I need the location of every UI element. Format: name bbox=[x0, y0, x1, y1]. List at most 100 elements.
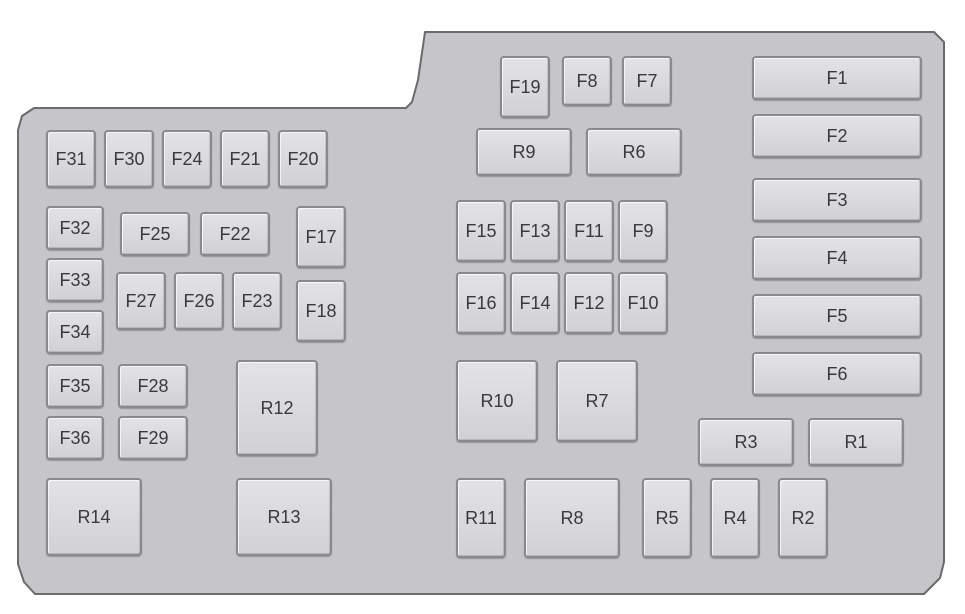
slot-label: F2 bbox=[826, 126, 847, 147]
slot-label: F29 bbox=[137, 428, 168, 449]
slot-label: R6 bbox=[622, 142, 645, 163]
fuse-box-stage: F1 F2 F3 F4 F5 F6 F19 F8 F7 R9 R6 F15 F13 F11 F9 F16 F14… bbox=[0, 0, 965, 614]
slot-label: R5 bbox=[655, 508, 678, 529]
slot-label: R2 bbox=[791, 508, 814, 529]
slot-f36: F36 bbox=[46, 416, 104, 460]
slot-r12: R12 bbox=[236, 360, 318, 456]
slot-r7: R7 bbox=[556, 360, 638, 442]
slot-r10: R10 bbox=[456, 360, 538, 442]
slot-label: F25 bbox=[139, 224, 170, 245]
slot-r13: R13 bbox=[236, 478, 332, 556]
slot-label: F31 bbox=[55, 149, 86, 170]
slot-r1: R1 bbox=[808, 418, 904, 466]
slot-label: R14 bbox=[77, 507, 110, 528]
slot-f22: F22 bbox=[200, 212, 270, 256]
slot-label: R9 bbox=[512, 142, 535, 163]
slot-label: F27 bbox=[125, 291, 156, 312]
slot-f6: F6 bbox=[752, 352, 922, 396]
slot-f3: F3 bbox=[752, 178, 922, 222]
slot-label: R7 bbox=[585, 391, 608, 412]
slot-label: R8 bbox=[560, 508, 583, 529]
slot-r6: R6 bbox=[586, 128, 682, 176]
slot-f25: F25 bbox=[120, 212, 190, 256]
slot-r2: R2 bbox=[778, 478, 828, 558]
slot-f15: F15 bbox=[456, 200, 506, 262]
slot-label: F16 bbox=[465, 293, 496, 314]
slot-label: F22 bbox=[219, 224, 250, 245]
slot-label: R10 bbox=[480, 391, 513, 412]
slot-label: F7 bbox=[636, 71, 657, 92]
slot-f27: F27 bbox=[116, 272, 166, 330]
slot-f13: F13 bbox=[510, 200, 560, 262]
slot-label: F11 bbox=[574, 221, 604, 242]
slot-f11: F11 bbox=[564, 200, 614, 262]
slot-f8: F8 bbox=[562, 56, 612, 106]
slot-label: R3 bbox=[734, 432, 757, 453]
slot-label: F18 bbox=[305, 301, 336, 322]
slot-r9: R9 bbox=[476, 128, 572, 176]
slot-label: F14 bbox=[519, 293, 550, 314]
slot-label: F8 bbox=[576, 71, 597, 92]
slot-f29: F29 bbox=[118, 416, 188, 460]
slot-label: F6 bbox=[826, 364, 847, 385]
slot-label: F33 bbox=[59, 270, 90, 291]
slot-label: F3 bbox=[826, 190, 847, 211]
slot-label: F23 bbox=[241, 291, 272, 312]
slot-label: R13 bbox=[267, 507, 300, 528]
slot-f19: F19 bbox=[500, 56, 550, 118]
slot-label: F17 bbox=[305, 227, 336, 248]
slot-label: R1 bbox=[844, 432, 867, 453]
slot-f28: F28 bbox=[118, 364, 188, 408]
slot-r11: R11 bbox=[456, 478, 506, 558]
slot-r5: R5 bbox=[642, 478, 692, 558]
slot-f34: F34 bbox=[46, 310, 104, 354]
slot-r14: R14 bbox=[46, 478, 142, 556]
slot-label: F35 bbox=[59, 376, 90, 397]
slot-f12: F12 bbox=[564, 272, 614, 334]
slot-f18: F18 bbox=[296, 280, 346, 342]
slot-f23: F23 bbox=[232, 272, 282, 330]
slot-f7: F7 bbox=[622, 56, 672, 106]
slot-f2: F2 bbox=[752, 114, 922, 158]
slot-label: F15 bbox=[465, 221, 496, 242]
slot-label: R4 bbox=[723, 508, 746, 529]
slot-f9: F9 bbox=[618, 200, 668, 262]
slot-f24: F24 bbox=[162, 130, 212, 188]
slot-label: F32 bbox=[59, 218, 90, 239]
slot-label: F13 bbox=[519, 221, 550, 242]
slot-f33: F33 bbox=[46, 258, 104, 302]
slot-r8: R8 bbox=[524, 478, 620, 558]
slot-f10: F10 bbox=[618, 272, 668, 334]
slot-f1: F1 bbox=[752, 56, 922, 100]
slot-label: F4 bbox=[826, 248, 847, 269]
slot-f5: F5 bbox=[752, 294, 922, 338]
slot-f30: F30 bbox=[104, 130, 154, 188]
slot-label: F10 bbox=[627, 293, 658, 314]
slot-label: F20 bbox=[287, 149, 318, 170]
slot-label: F30 bbox=[113, 149, 144, 170]
slot-label: F26 bbox=[183, 291, 214, 312]
slot-label: F12 bbox=[573, 293, 604, 314]
slot-label: F1 bbox=[826, 68, 847, 89]
slot-r4: R4 bbox=[710, 478, 760, 558]
slot-label: R11 bbox=[465, 508, 497, 529]
slot-r3: R3 bbox=[698, 418, 794, 466]
slot-f31: F31 bbox=[46, 130, 96, 188]
slot-f26: F26 bbox=[174, 272, 224, 330]
slot-label: R12 bbox=[260, 398, 293, 419]
slot-label: F5 bbox=[826, 306, 847, 327]
slot-label: F9 bbox=[632, 221, 653, 242]
slot-label: F24 bbox=[171, 149, 202, 170]
slot-f35: F35 bbox=[46, 364, 104, 408]
slot-f14: F14 bbox=[510, 272, 560, 334]
slot-f16: F16 bbox=[456, 272, 506, 334]
slot-f17: F17 bbox=[296, 206, 346, 268]
slot-label: F21 bbox=[229, 149, 260, 170]
slot-label: F36 bbox=[59, 428, 90, 449]
slot-f32: F32 bbox=[46, 206, 104, 250]
slot-label: F28 bbox=[137, 376, 168, 397]
slot-label: F34 bbox=[59, 322, 90, 343]
slot-f21: F21 bbox=[220, 130, 270, 188]
slot-f4: F4 bbox=[752, 236, 922, 280]
slot-label: F19 bbox=[509, 77, 540, 98]
